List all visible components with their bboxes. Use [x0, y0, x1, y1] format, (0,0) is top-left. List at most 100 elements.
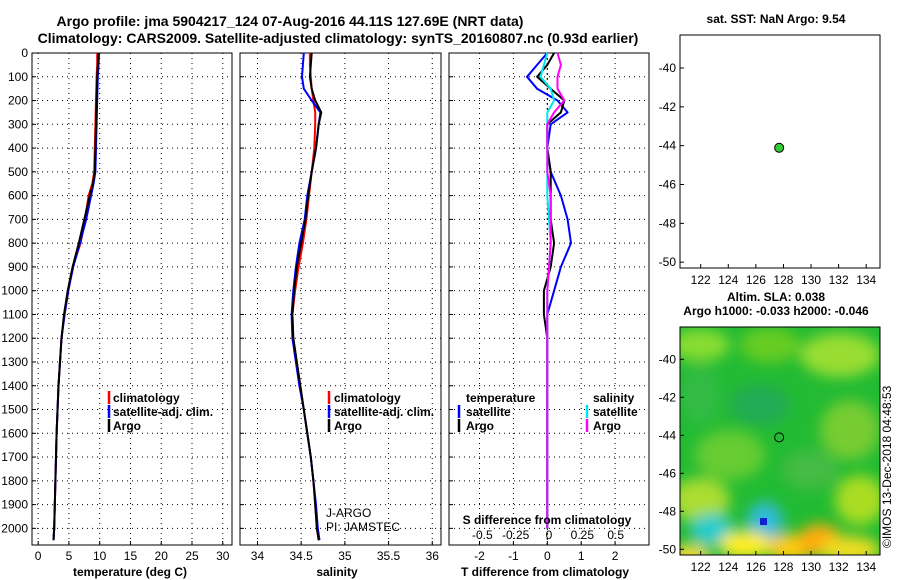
sla-map-axes: 122 124 126 128 130 132 134 -40 -42 -44 -46 -48 -50 [659, 352, 877, 574]
sst-map-axes: 122 124 126 128 130 132 134 -40 -42 -44 -46 -48 -50 [659, 61, 877, 287]
depth-tick-label: 1800 [1, 474, 28, 488]
sal-legend-climatology: climatology [334, 391, 401, 405]
x-tick-label: 34.5 [289, 549, 313, 563]
map-y-tick-label: -44 [659, 139, 677, 153]
s-tick-label: 0.25 [571, 528, 595, 542]
sst-argo-location-marker [774, 142, 785, 153]
depth-tick-label: 1000 [1, 284, 28, 298]
depth-axis: 0 100 200 300 400 500 600 700 800 900 1000 1100 1200… [1, 46, 28, 535]
sal-legend-argo: Argo [334, 419, 362, 433]
x-tick-label: 34 [251, 549, 265, 563]
t-difference-axis-label: T difference from climatology [461, 565, 629, 579]
map-y-tick-label: -48 [659, 504, 677, 518]
map-y-tick-label: -46 [659, 466, 677, 480]
depth-tick-label: 200 [8, 94, 28, 108]
x-tick-label: 1 [578, 549, 585, 563]
sla-map-frame [679, 326, 881, 556]
x-tick-label: 15 [124, 549, 138, 563]
depth-tick-label: 1600 [1, 426, 28, 440]
diff-legend-s-argo: Argo [593, 419, 621, 433]
figure-title-line1: Argo profile: jma 5904217_124 07-Aug-201… [57, 13, 524, 29]
depth-tick-label: 1500 [1, 403, 28, 417]
x-tick-label: 35.5 [377, 549, 401, 563]
x-tick-label: 30 [216, 549, 230, 563]
profile-curves [52, 52, 572, 541]
legend-satellite: satellite-adj. clim. [113, 405, 213, 419]
x-tick-label: 36 [426, 549, 440, 563]
salinity-x-axis: 34 34.5 35 35.5 36 [251, 541, 439, 563]
s-difference-axis-label: S difference from climatology [463, 513, 632, 527]
s-tick-label: -0.25 [502, 528, 530, 542]
depth-tick-label: 700 [8, 212, 28, 226]
salinity-panel-frame [239, 52, 442, 546]
map-x-tick-label: 124 [718, 560, 738, 574]
temperature-x-axis: 0 5 10 15 20 25 30 [35, 541, 230, 563]
map-y-tick-label: -44 [659, 428, 677, 442]
depth-tick-label: 2000 [1, 521, 28, 535]
depth-tick-label: 800 [8, 236, 28, 250]
map-y-tick-label: -42 [659, 390, 677, 404]
depth-tick-label: 400 [8, 141, 28, 155]
depth-tick-label: 900 [8, 260, 28, 274]
diff-legend-t-satellite: satellite [466, 405, 511, 419]
x-tick-label: 0 [544, 549, 551, 563]
temperature-legend: climatology satellite-adj. clim. Argo [107, 391, 213, 433]
map-y-tick-label: -40 [659, 352, 677, 366]
map-x-tick-label: 128 [773, 273, 793, 287]
x-tick-label: 0 [35, 549, 42, 563]
sal-legend-satellite: satellite-adj. clim. [334, 405, 434, 419]
map-y-tick-label: -46 [659, 178, 677, 192]
depth-tick-label: 500 [8, 165, 28, 179]
x-tick-label: 20 [155, 549, 169, 563]
x-tick-label: 25 [185, 549, 199, 563]
x-tick-label: 2 [612, 549, 619, 563]
depth-tick-label: 300 [8, 117, 28, 131]
depth-tick-label: 1900 [1, 498, 28, 512]
depth-tick-label: 1400 [1, 379, 28, 393]
float-pi-label: PI: JAMSTEC [326, 520, 400, 534]
salinity-legend: climatology satellite-adj. clim. Argo [327, 391, 434, 433]
map-y-tick-label: -50 [659, 255, 677, 269]
depth-tick-label: 1200 [1, 331, 28, 345]
depth-tick-label: 100 [8, 70, 28, 84]
sla-map-subtitle: Argo h1000: -0.033 h2000: -0.046 [683, 304, 869, 318]
map-x-tick-label: 126 [746, 560, 766, 574]
x-tick-label: -2 [474, 549, 485, 563]
x-tick-label: -1 [508, 549, 519, 563]
difference-panel-frame [448, 52, 650, 546]
series-line-argo [52, 52, 100, 541]
difference-x-axis: -2 -1 0 1 2 -0.5 -0.25 0 0.25 0.5 [472, 528, 624, 563]
map-x-tick-label: 130 [801, 560, 821, 574]
x-tick-label: 5 [66, 549, 73, 563]
sla-heatmap [680, 327, 880, 555]
sla-map-title: Altim. SLA: 0.038 [727, 290, 825, 304]
map-y-tick-label: -50 [659, 542, 677, 556]
temperature-axis-label: temperature (deg C) [73, 565, 187, 579]
diff-legend-temperature-header: temperature [466, 391, 536, 405]
legend-climatology: climatology [113, 391, 180, 405]
series-line-argo [291, 52, 323, 541]
temperature-panel-frame [31, 52, 233, 546]
depth-tick-label: 600 [8, 189, 28, 203]
map-x-tick-label: 124 [718, 273, 738, 287]
map-x-tick-label: 126 [746, 273, 766, 287]
series-line-salinity-argo [546, 52, 566, 529]
map-x-tick-label: 122 [691, 560, 711, 574]
map-x-tick-label: 130 [801, 273, 821, 287]
diff-legend-t-argo: Argo [466, 419, 494, 433]
sla-argo-location-marker [774, 432, 785, 443]
sst-map-title: sat. SST: NaN Argo: 9.54 [707, 12, 846, 26]
s-tick-label: 0 [546, 528, 553, 542]
map-y-tick-label: -48 [659, 216, 677, 230]
s-tick-label: 0.5 [607, 528, 624, 542]
map-y-tick-label: -42 [659, 100, 677, 114]
depth-tick-label: 0 [21, 46, 28, 60]
depth-tick-label: 1100 [2, 307, 28, 321]
salinity-axis-label: salinity [316, 565, 358, 579]
depth-tick-label: 1700 [1, 450, 28, 464]
diff-legend-s-satellite: satellite [593, 405, 638, 419]
map-y-tick-label: -40 [659, 61, 677, 75]
legend-argo: Argo [113, 419, 141, 433]
figure-title-line2: Climatology: CARS2009. Satellite-adjuste… [38, 30, 639, 46]
